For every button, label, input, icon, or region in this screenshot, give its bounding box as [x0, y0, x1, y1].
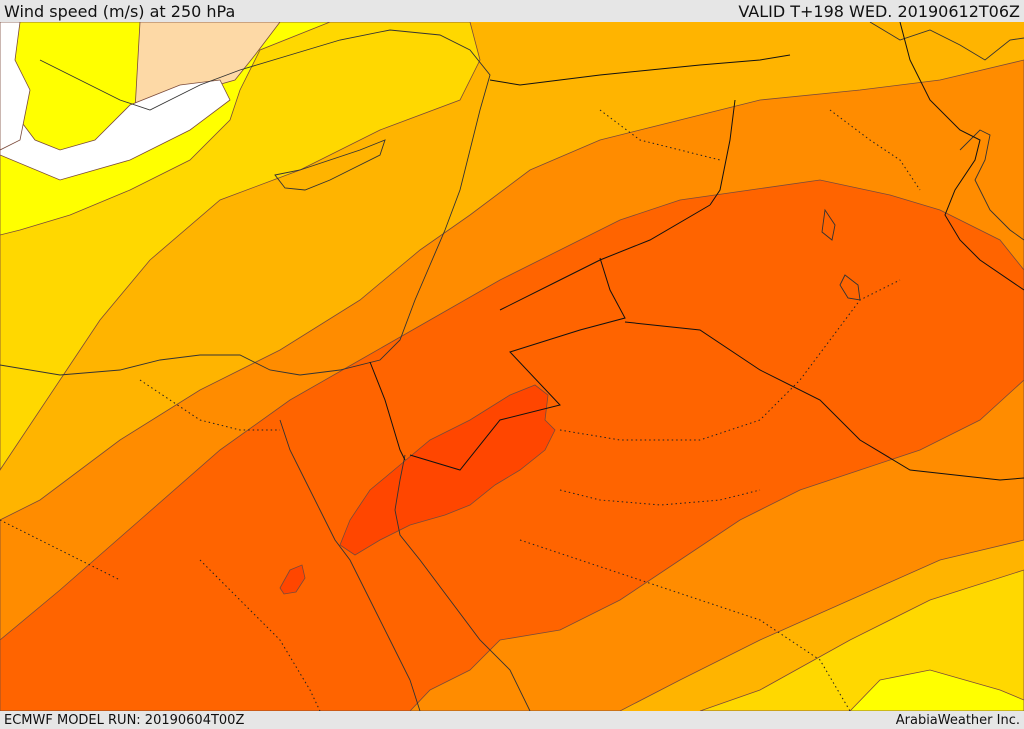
coastline-levant: [299, 149, 471, 376]
band-red-orange-spot: [279, 564, 306, 595]
valid-time: VALID T+198 WED. 20190612T06Z: [738, 1, 1020, 21]
boundary-dotted-2: [199, 559, 321, 711]
border-iraq-syria-east: [709, 99, 736, 206]
border-iraq-saudi: [499, 204, 711, 311]
border-syria-iraq: [489, 54, 791, 86]
band-red-orange: [339, 384, 556, 556]
band-yellow-se: [849, 669, 1024, 711]
footer-bar: ECMWF MODEL RUN: 20190604T00Z ArabiaWeat…: [0, 711, 1024, 729]
boundary-dotted-7: [559, 489, 761, 506]
coastline-red-sea-east: [394, 454, 531, 711]
coastline-gulf: [959, 129, 1024, 241]
coastline-turkey: [39, 29, 491, 151]
lake-2: [839, 274, 861, 301]
coastline-egypt-north: [0, 354, 301, 376]
border-iraq-iran: [899, 22, 1024, 291]
map-title: Wind speed (m/s) at 250 hPa: [4, 1, 236, 21]
coastline-caspian: [869, 22, 1024, 61]
band-white-corner: [0, 22, 31, 151]
boundary-dotted-3: [519, 539, 851, 711]
header-bar: Wind speed (m/s) at 250 hPa VALID T+198 …: [0, 0, 1024, 22]
border-jordan-saudi: [409, 257, 626, 471]
model-run: ECMWF MODEL RUN: 20190604T00Z: [4, 712, 245, 728]
credit: ArabiaWeather Inc.: [895, 712, 1020, 728]
coastline-cyprus: [274, 139, 386, 191]
lake-1: [821, 208, 836, 241]
wind-speed-map: [0, 22, 1024, 711]
boundary-dotted-1: [559, 279, 901, 441]
border-egypt-israel: [369, 361, 406, 461]
coastline-red-sea-west: [279, 419, 421, 711]
map-area[interactable]: [0, 22, 1024, 711]
boundary-dotted-6: [829, 109, 921, 191]
border-saudi-kuwait: [624, 321, 1024, 481]
boundary-dotted-4: [139, 379, 280, 431]
